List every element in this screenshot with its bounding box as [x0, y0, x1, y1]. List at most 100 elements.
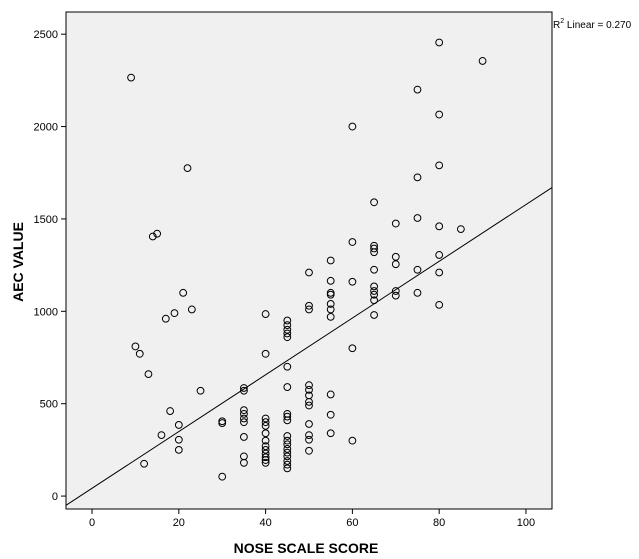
data-point: [261, 458, 270, 467]
data-point: [283, 412, 292, 421]
data-point: [435, 38, 444, 47]
data-point: [283, 460, 292, 469]
data-point: [283, 383, 292, 391]
x-axis: 0 20 40 60 80 100: [89, 509, 535, 529]
data-point: [283, 457, 292, 465]
x-tick-label: 100: [517, 517, 535, 529]
data-point: [261, 445, 270, 454]
data-point: [326, 256, 335, 265]
fit-line: [65, 187, 553, 506]
data-point: [370, 290, 378, 299]
data-point: [240, 452, 248, 461]
data-point: [326, 312, 335, 321]
data-point: [261, 449, 270, 458]
data-point: [326, 410, 335, 419]
x-tick-label: 0: [89, 517, 95, 529]
data-point: [305, 305, 313, 314]
data-point: [435, 251, 444, 259]
data-point: [326, 429, 335, 438]
data-point: [413, 85, 422, 94]
data-point: [218, 472, 227, 481]
y-axis: 0 500 1000 1500 2000 2500: [34, 29, 66, 503]
data-point: [261, 421, 270, 430]
x-tick-label: 20: [173, 517, 185, 529]
data-point: [370, 198, 378, 207]
y-tick-label: 1000: [34, 306, 58, 318]
data-point: [174, 445, 183, 454]
data-point: [261, 436, 270, 445]
data-point: [413, 214, 422, 222]
data-point: [240, 414, 248, 423]
data-point: [413, 265, 422, 274]
data-point: [283, 432, 292, 440]
x-tick-label: 80: [433, 517, 445, 529]
data-point: [326, 276, 335, 285]
data-point: [370, 287, 378, 295]
data-point: [305, 301, 313, 310]
data-point: [435, 222, 444, 231]
data-point: [305, 401, 313, 410]
data-point: [261, 349, 270, 358]
data-point: [218, 417, 227, 426]
data-point: [283, 464, 292, 473]
data-point: [131, 342, 140, 351]
data-point: [283, 409, 292, 418]
data-point: [283, 452, 292, 461]
y-axis-title: AEC VALUE: [10, 222, 26, 302]
data-point: [391, 291, 400, 300]
data-point: [148, 232, 157, 241]
data-point: [166, 407, 175, 415]
data-point: [305, 381, 313, 390]
data-point: [261, 414, 270, 423]
data-point: [283, 362, 292, 371]
plot-area: [65, 11, 553, 510]
data-point: [370, 265, 378, 274]
data-point: [391, 252, 400, 261]
data-point: [305, 385, 313, 394]
data-point: [326, 300, 335, 308]
data-point: [305, 420, 313, 428]
data-point: [305, 268, 313, 277]
data-point: [240, 406, 248, 415]
y-tick-label: 2000: [34, 122, 58, 134]
data-point: [283, 448, 292, 457]
data-point: [283, 445, 292, 453]
data-point: [391, 219, 400, 228]
data-point: [174, 435, 183, 444]
data-point: [413, 288, 422, 297]
data-point: [348, 277, 357, 286]
data-point: [240, 418, 248, 427]
fit-line-label: R2 Linear = 0.270: [553, 18, 632, 31]
data-point: [161, 314, 170, 323]
fit-label-prefix: R: [553, 20, 560, 31]
data-point: [435, 110, 444, 119]
data-point: [305, 435, 313, 444]
data-point: [283, 321, 292, 330]
data-point: [261, 310, 270, 318]
data-point: [391, 287, 400, 295]
data-point: [413, 173, 422, 182]
data-point: [456, 225, 465, 233]
data-point: [283, 333, 292, 342]
fit-label-sup: 2: [560, 18, 564, 25]
data-point: [478, 57, 487, 65]
data-point: [261, 442, 270, 451]
data-point: [348, 436, 357, 445]
data-point: [283, 329, 292, 338]
data-point: [305, 391, 313, 400]
data-point: [144, 370, 153, 379]
data-point: [435, 268, 444, 277]
data-point: [140, 459, 149, 468]
data-point: [435, 161, 444, 170]
data-point: [348, 238, 357, 246]
y-tick-label: 1500: [34, 214, 58, 226]
data-point: [326, 390, 335, 399]
data-point: [261, 429, 270, 438]
data-point: [240, 409, 248, 418]
data-point: [283, 316, 292, 325]
x-tick-label: 40: [259, 517, 271, 529]
data-point: [127, 73, 135, 82]
data-point: [153, 229, 162, 238]
data-point: [261, 453, 270, 462]
